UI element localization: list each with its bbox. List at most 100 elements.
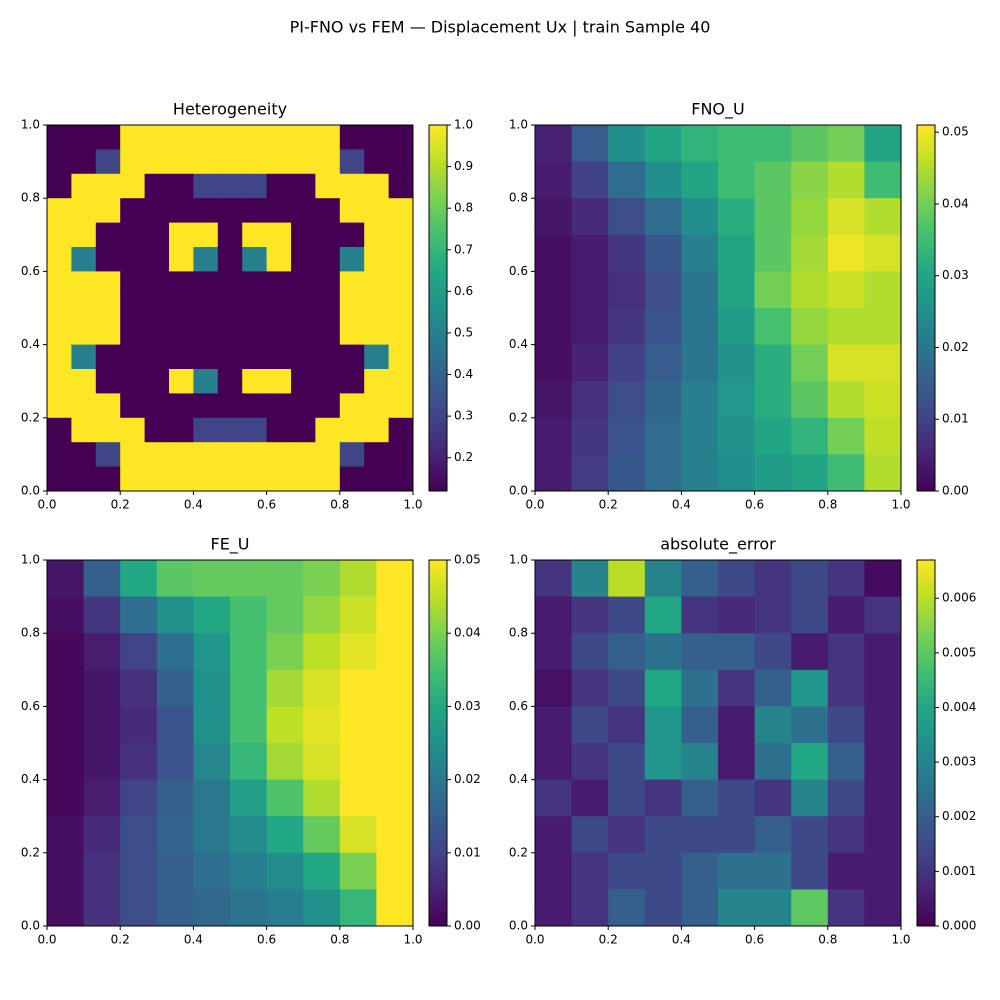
heatmap-cell bbox=[791, 889, 829, 927]
heatmap-cell bbox=[535, 417, 573, 455]
heatmap-cell bbox=[169, 295, 194, 321]
heatmap-cell bbox=[47, 816, 85, 854]
axes-frame bbox=[534, 559, 902, 927]
heatmap-cell bbox=[120, 889, 158, 927]
heatmap-cell bbox=[266, 852, 304, 890]
heatmap-cell bbox=[339, 222, 365, 248]
heatmap-cell bbox=[291, 369, 316, 394]
axes-frame bbox=[534, 124, 902, 492]
heatmap-cell bbox=[376, 779, 414, 817]
heatmap-cell bbox=[71, 442, 97, 468]
heatmap-cell bbox=[144, 417, 170, 443]
heatmap-cell bbox=[266, 669, 304, 707]
heatmap-cell bbox=[83, 743, 121, 781]
heatmap-cell bbox=[644, 308, 682, 346]
heatmap-cell bbox=[266, 889, 304, 927]
colorbar-tick-label: 0.006 bbox=[942, 591, 976, 605]
heatmap-cell bbox=[193, 816, 231, 854]
heatmap-cell bbox=[47, 271, 72, 297]
heatmap-cell bbox=[95, 393, 121, 419]
heatmap-cell bbox=[864, 779, 902, 817]
heatmap-cell bbox=[608, 198, 646, 236]
heatmap-cell bbox=[718, 161, 756, 199]
heatmap-cell bbox=[71, 198, 97, 224]
heatmap-cell bbox=[95, 320, 121, 346]
heatmap-cell bbox=[644, 816, 682, 854]
heatmap-cell bbox=[364, 295, 390, 321]
heatmap-cell bbox=[83, 669, 121, 707]
heatmap-cell bbox=[718, 417, 756, 455]
heatmap-cell bbox=[315, 466, 341, 492]
heatmap-cell bbox=[266, 442, 292, 468]
colorbar-tick-label: 0.9 bbox=[454, 159, 473, 173]
heatmap-cell bbox=[95, 271, 121, 297]
heatmap-cell bbox=[754, 889, 792, 927]
heatmap-cell bbox=[156, 852, 194, 890]
heatmap-cell bbox=[242, 198, 268, 224]
heatmap-cell bbox=[388, 149, 414, 175]
heatmap-cell bbox=[827, 816, 865, 854]
heatmap-cell bbox=[120, 125, 146, 150]
heatmap-cell bbox=[364, 247, 390, 272]
heatmap-cell bbox=[315, 417, 341, 443]
heatmap-cell bbox=[217, 198, 243, 224]
heatmap-cell bbox=[608, 234, 646, 272]
heatmap-cell bbox=[315, 344, 341, 370]
heatmap-cell bbox=[339, 247, 365, 272]
heatmap-cell bbox=[791, 198, 829, 236]
y-tick-label: 0.0 bbox=[21, 919, 40, 933]
heatmap-cell bbox=[266, 393, 292, 419]
heatmap-cell bbox=[217, 442, 243, 468]
heatmap-cell bbox=[535, 198, 573, 236]
heatmap-cell bbox=[754, 381, 792, 419]
heatmap-cell bbox=[339, 816, 377, 854]
heatmap-cell bbox=[144, 320, 170, 346]
heatmap-cell bbox=[303, 560, 341, 598]
heatmap-cell bbox=[571, 308, 609, 346]
heatmap-cell bbox=[608, 417, 646, 455]
heatmap-cell bbox=[47, 852, 85, 890]
heatmap-cell bbox=[388, 247, 414, 272]
heatmap-cell bbox=[169, 222, 194, 248]
heatmap-cell bbox=[339, 852, 377, 890]
heatmap-cell bbox=[681, 344, 719, 382]
heatmap-cell bbox=[791, 308, 829, 346]
heatmap-cell bbox=[144, 393, 170, 419]
heatmap-cell bbox=[47, 125, 72, 150]
heatmap-cell bbox=[571, 125, 609, 163]
x-tick-label: 0.2 bbox=[599, 498, 618, 512]
heatmap-cell bbox=[364, 442, 390, 468]
heatmap-cell bbox=[681, 234, 719, 272]
colorbar-tick-label: 0.01 bbox=[454, 845, 481, 859]
heatmap-cell bbox=[339, 417, 365, 443]
heatmap-cell bbox=[95, 295, 121, 321]
heatmap-cell bbox=[718, 852, 756, 890]
heatmap-cell bbox=[718, 344, 756, 382]
heatmap-cell bbox=[339, 706, 377, 744]
heatmap-cell bbox=[193, 743, 231, 781]
heatmap-cell bbox=[644, 852, 682, 890]
heatmap-cell bbox=[303, 596, 341, 634]
heatmap-cell bbox=[120, 198, 146, 224]
heatmap-cell bbox=[644, 198, 682, 236]
panel-title: Heterogeneity bbox=[173, 100, 287, 119]
heatmap-cell bbox=[217, 271, 243, 297]
heatmap-cell bbox=[791, 271, 829, 309]
heatmap-cell bbox=[217, 125, 243, 150]
heatmap-cell bbox=[144, 125, 170, 150]
heatmap-cell bbox=[291, 149, 316, 175]
heatmap-cell bbox=[120, 271, 146, 297]
heatmap-cell bbox=[120, 779, 158, 817]
colorbar bbox=[428, 559, 448, 927]
x-tick-label: 0.0 bbox=[37, 498, 56, 512]
heatmap-cell bbox=[718, 669, 756, 707]
heatmap-cell bbox=[217, 369, 243, 394]
colorbar-tick-label: 0.00 bbox=[942, 484, 969, 498]
heatmap-cell bbox=[242, 417, 268, 443]
heatmap-cell bbox=[644, 779, 682, 817]
heatmap-cell bbox=[47, 247, 72, 272]
heatmap-cell bbox=[217, 222, 243, 248]
colorbar-tick-label: 0.5 bbox=[454, 325, 473, 339]
heatmap-cell bbox=[681, 161, 719, 199]
x-tick-label: 0.0 bbox=[37, 933, 56, 947]
